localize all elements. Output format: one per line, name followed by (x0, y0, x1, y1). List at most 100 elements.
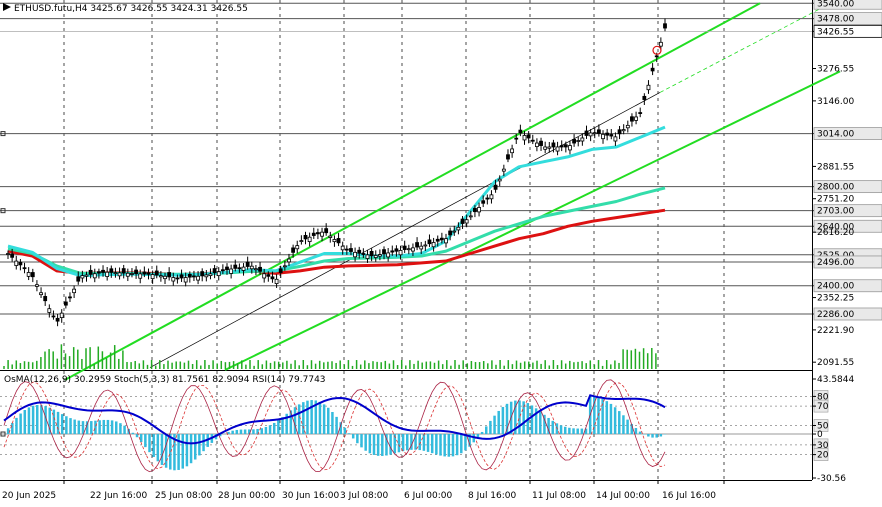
candle-body (68, 296, 72, 299)
candle-body (274, 278, 279, 284)
candle-body (535, 142, 539, 147)
candle-body (493, 184, 498, 190)
channel-upper-line[interactable] (64, 2, 761, 381)
candle-body (522, 135, 527, 141)
price-label: 2286.00 (817, 310, 854, 320)
osc-axis-label: -30.56 (817, 474, 846, 484)
candle (30, 268, 35, 283)
candle (526, 131, 531, 144)
price-label: 2352.25 (817, 294, 854, 304)
candle-body (353, 251, 357, 258)
candle (10, 248, 15, 262)
candle (497, 175, 502, 187)
candle-body (316, 232, 320, 235)
price-label: 2640.00 (817, 222, 854, 232)
candle-body (411, 247, 415, 252)
osma-zero-handle[interactable] (0, 431, 6, 437)
candle (452, 225, 457, 236)
candle (423, 240, 428, 251)
candle (386, 248, 391, 262)
price-label: 2800.00 (817, 183, 854, 193)
candle (415, 237, 419, 251)
candle (456, 222, 461, 235)
candle (357, 246, 362, 259)
candle-body (464, 219, 469, 224)
candle-body (588, 132, 593, 137)
candle (14, 255, 19, 270)
candle-body (526, 134, 531, 139)
candle-body (398, 249, 403, 256)
candle-body (150, 274, 155, 280)
candle (216, 267, 221, 281)
candle (522, 130, 527, 145)
candle (650, 63, 655, 76)
candle (134, 266, 138, 279)
candle-body (592, 132, 597, 135)
candle-body (216, 271, 221, 277)
candle (171, 272, 176, 286)
candle-body (349, 248, 353, 252)
symbol-menu-icon[interactable] (3, 3, 11, 11)
price-label: 3426.55 (817, 27, 854, 37)
candle-body (245, 261, 250, 267)
candle-body (642, 95, 647, 100)
candle (35, 280, 39, 292)
candle-body (200, 271, 205, 277)
candle-body (332, 239, 337, 243)
candle-body (460, 218, 465, 224)
candle (477, 202, 481, 217)
candle (605, 128, 610, 141)
candle (559, 140, 564, 152)
candle (303, 231, 308, 245)
candle-body (254, 268, 258, 271)
candle-body (439, 237, 444, 241)
channel-mid-extension (659, 0, 838, 93)
candle (448, 227, 453, 241)
candle (584, 125, 589, 139)
candle-body (80, 275, 85, 279)
candle-body (154, 270, 159, 276)
candle-body (456, 226, 461, 231)
osc-axis-label: 20 (817, 451, 829, 461)
candle-body (344, 248, 349, 251)
candle-body (539, 140, 543, 146)
candle (601, 130, 605, 144)
candle (6, 250, 10, 259)
candle-body (373, 255, 378, 258)
candle (468, 210, 473, 221)
candle (282, 260, 287, 271)
candle-body (262, 273, 267, 279)
candle (539, 137, 543, 151)
osc-axis-label: 30 (817, 441, 829, 451)
candle-body (601, 133, 605, 140)
price-label: 2881.55 (817, 162, 854, 172)
candle (138, 269, 143, 284)
candle-body (510, 148, 515, 154)
candle-body (101, 269, 105, 273)
time-label: 8 Jul 16:00 (468, 491, 517, 501)
candle-body (406, 248, 411, 251)
candle-body (307, 236, 312, 243)
candle-body (229, 268, 234, 274)
time-label: 3 Jul 08:00 (340, 491, 389, 501)
candle-body (311, 232, 316, 236)
level-handle[interactable] (0, 208, 6, 214)
candle-body (97, 271, 101, 274)
candle-body (530, 139, 535, 142)
candle-body (282, 265, 287, 268)
candle (411, 243, 415, 257)
candle (493, 179, 498, 193)
candle (394, 245, 399, 257)
candle (150, 270, 155, 284)
candle (572, 134, 576, 147)
candle (39, 287, 43, 298)
osc-axis-label: 50 (817, 422, 829, 432)
candle-body (361, 253, 366, 255)
candle (563, 141, 568, 153)
candle-body (547, 146, 552, 149)
channel-mid-line[interactable] (149, 92, 661, 368)
candle-body (109, 268, 114, 273)
level-handle[interactable] (0, 131, 6, 137)
